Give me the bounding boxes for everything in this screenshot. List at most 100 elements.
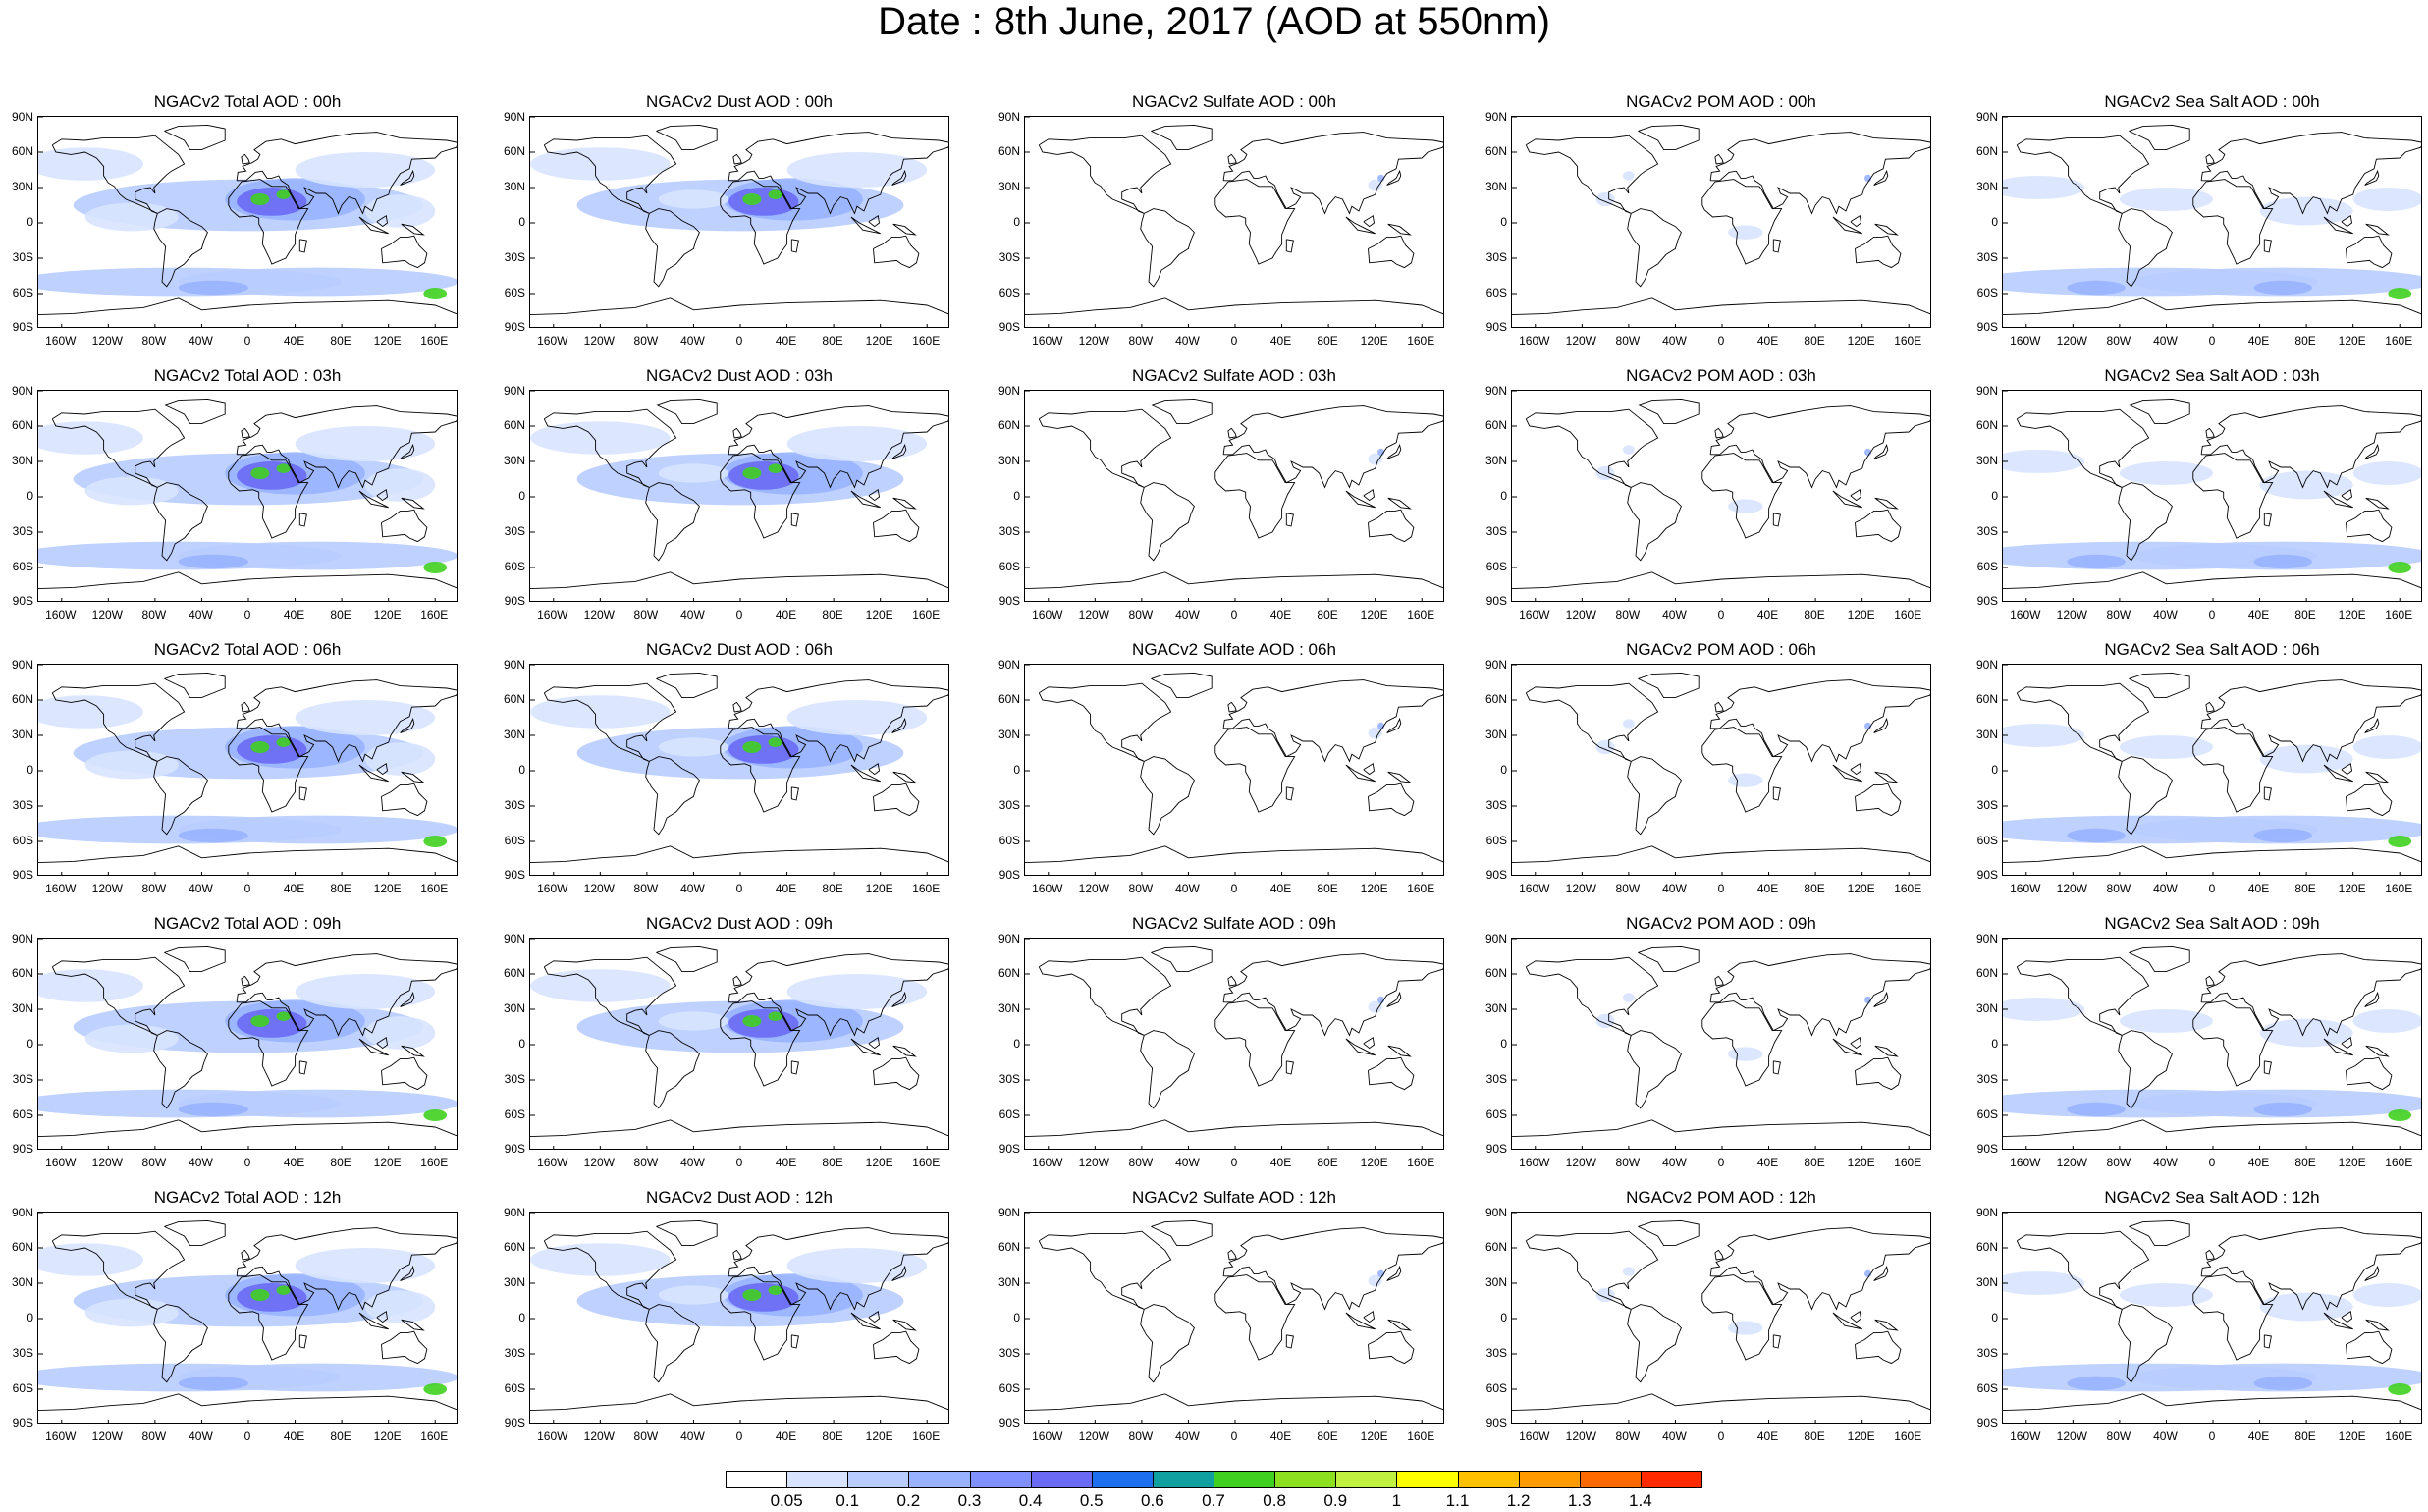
lon-label: 120E: [1360, 334, 1388, 348]
coastline: [1512, 297, 1930, 316]
coastline: [1627, 208, 1682, 288]
lon-label: 40W: [680, 882, 705, 895]
coastline: [2205, 427, 2215, 439]
coastline: [892, 497, 917, 510]
coastline: [1832, 490, 1862, 509]
lat-label: 60S: [504, 560, 525, 573]
map-panel: NGACv2 Sea Salt AOD : 00h 90N 60N 30N 0 30S 60…: [1976, 92, 2422, 348]
aod-map: [1512, 665, 1930, 875]
lat-label: 90S: [998, 594, 1020, 608]
lon-label: 160W: [537, 882, 568, 895]
coastline: [400, 443, 415, 460]
lon-label: 80E: [2294, 1430, 2316, 1443]
map-frame: [1024, 390, 1444, 602]
coastline: [1345, 490, 1376, 509]
colorbar-label: 0.1: [836, 1491, 860, 1510]
lon-label: 120E: [1847, 608, 1875, 621]
aod-field-patch: [2067, 1376, 2126, 1391]
coastline: [2341, 1037, 2352, 1050]
lat-label: 30N: [1975, 180, 1998, 193]
lat-label: 90S: [12, 1416, 33, 1430]
lon-label: 160E: [912, 1430, 941, 1443]
lon-label: 80E: [1317, 1156, 1338, 1169]
lat-label: 60N: [1484, 1240, 1507, 1254]
aod-map: [530, 1213, 948, 1423]
coastline: [1025, 1393, 1443, 1412]
lat-label: 60N: [1975, 144, 1998, 158]
coastline: [153, 482, 208, 562]
colorbar-cell: [1335, 1471, 1398, 1488]
coastline: [2341, 215, 2352, 228]
coastline: [2003, 845, 2421, 864]
coastline: [2341, 763, 2352, 776]
lon-label: 40E: [1269, 1156, 1292, 1169]
lat-label: 0: [27, 1037, 33, 1051]
lat-label: 30N: [1484, 1275, 1507, 1289]
coastline: [1214, 179, 1296, 265]
lat-label: 60S: [12, 834, 33, 847]
aod-field-patch: [530, 695, 671, 729]
coastline: [1368, 783, 1415, 817]
coastline: [1285, 786, 1294, 801]
coastline: [1214, 1274, 1296, 1361]
lat-label: 90N: [1975, 384, 1998, 398]
coastline: [850, 764, 881, 783]
aod-field-patch: [2388, 562, 2412, 573]
map-frame: [2002, 116, 2422, 328]
aod-map: [2003, 391, 2421, 601]
coastline: [873, 1056, 920, 1091]
coastline: [1363, 1037, 1375, 1050]
aod-field-patch: [84, 1024, 179, 1053]
coastline: [1038, 1230, 1172, 1310]
lon-label: 160E: [2385, 1156, 2413, 1169]
coastline: [1345, 1312, 1376, 1330]
coastline: [2365, 1045, 2390, 1057]
lon-label: 40E: [775, 1430, 797, 1443]
lat-label: 0: [27, 763, 33, 777]
coastline: [720, 179, 801, 265]
lon-label: 80W: [1128, 608, 1154, 621]
lat-label: 90S: [504, 1416, 525, 1430]
coastline: [164, 672, 226, 699]
coastline: [891, 169, 907, 187]
lon-label: 40E: [2247, 334, 2270, 348]
coastline: [2323, 1312, 2353, 1330]
aod-map: [2003, 665, 2421, 875]
map-frame: [1511, 938, 1931, 1150]
lon-label: 160E: [1894, 1430, 1922, 1443]
coastline: [1850, 215, 1861, 228]
lat-label: 90N: [1975, 1206, 1998, 1219]
lat-label: 0: [1013, 215, 1020, 229]
aod-field-patch: [768, 189, 782, 199]
lat-label: 60S: [998, 286, 1020, 299]
coastline: [1714, 1249, 1724, 1261]
coastline: [298, 1334, 307, 1349]
aod-field-patch: [276, 189, 291, 199]
aod-field-patch: [742, 193, 762, 205]
lon-label: 0: [1230, 608, 1238, 621]
aod-map: [38, 939, 457, 1149]
aod-field-patch: [2388, 836, 2412, 847]
colorbar: [726, 1471, 1702, 1488]
aod-field-patch: [2119, 1009, 2213, 1033]
lon-label: 120W: [583, 608, 615, 621]
lon-label: 40E: [1756, 1430, 1779, 1443]
lon-label: 40E: [283, 608, 305, 621]
lon-label: 160E: [2385, 608, 2413, 621]
lon-label: 160E: [912, 334, 941, 348]
lon-label: 120W: [91, 1156, 123, 1169]
lon-label: 0: [735, 882, 743, 895]
lat-label: 60S: [998, 1107, 1020, 1121]
aod-field-patch: [2067, 280, 2126, 296]
coastline: [2263, 1334, 2272, 1349]
lat-label: 90N: [1484, 110, 1507, 124]
map-panel: NGACv2 Total AOD : 12h 90N 60N 30N 0 30S 60S 90…: [12, 1188, 458, 1443]
lon-label: 0: [735, 608, 743, 621]
lon-label: 120W: [1078, 608, 1109, 621]
lon-label: 80W: [1128, 1430, 1154, 1443]
lat-label: 90N: [503, 384, 525, 398]
coastline: [38, 571, 457, 590]
coastline: [732, 153, 742, 165]
lon-label: 160W: [1519, 882, 1550, 895]
lat-label: 90S: [504, 868, 525, 882]
